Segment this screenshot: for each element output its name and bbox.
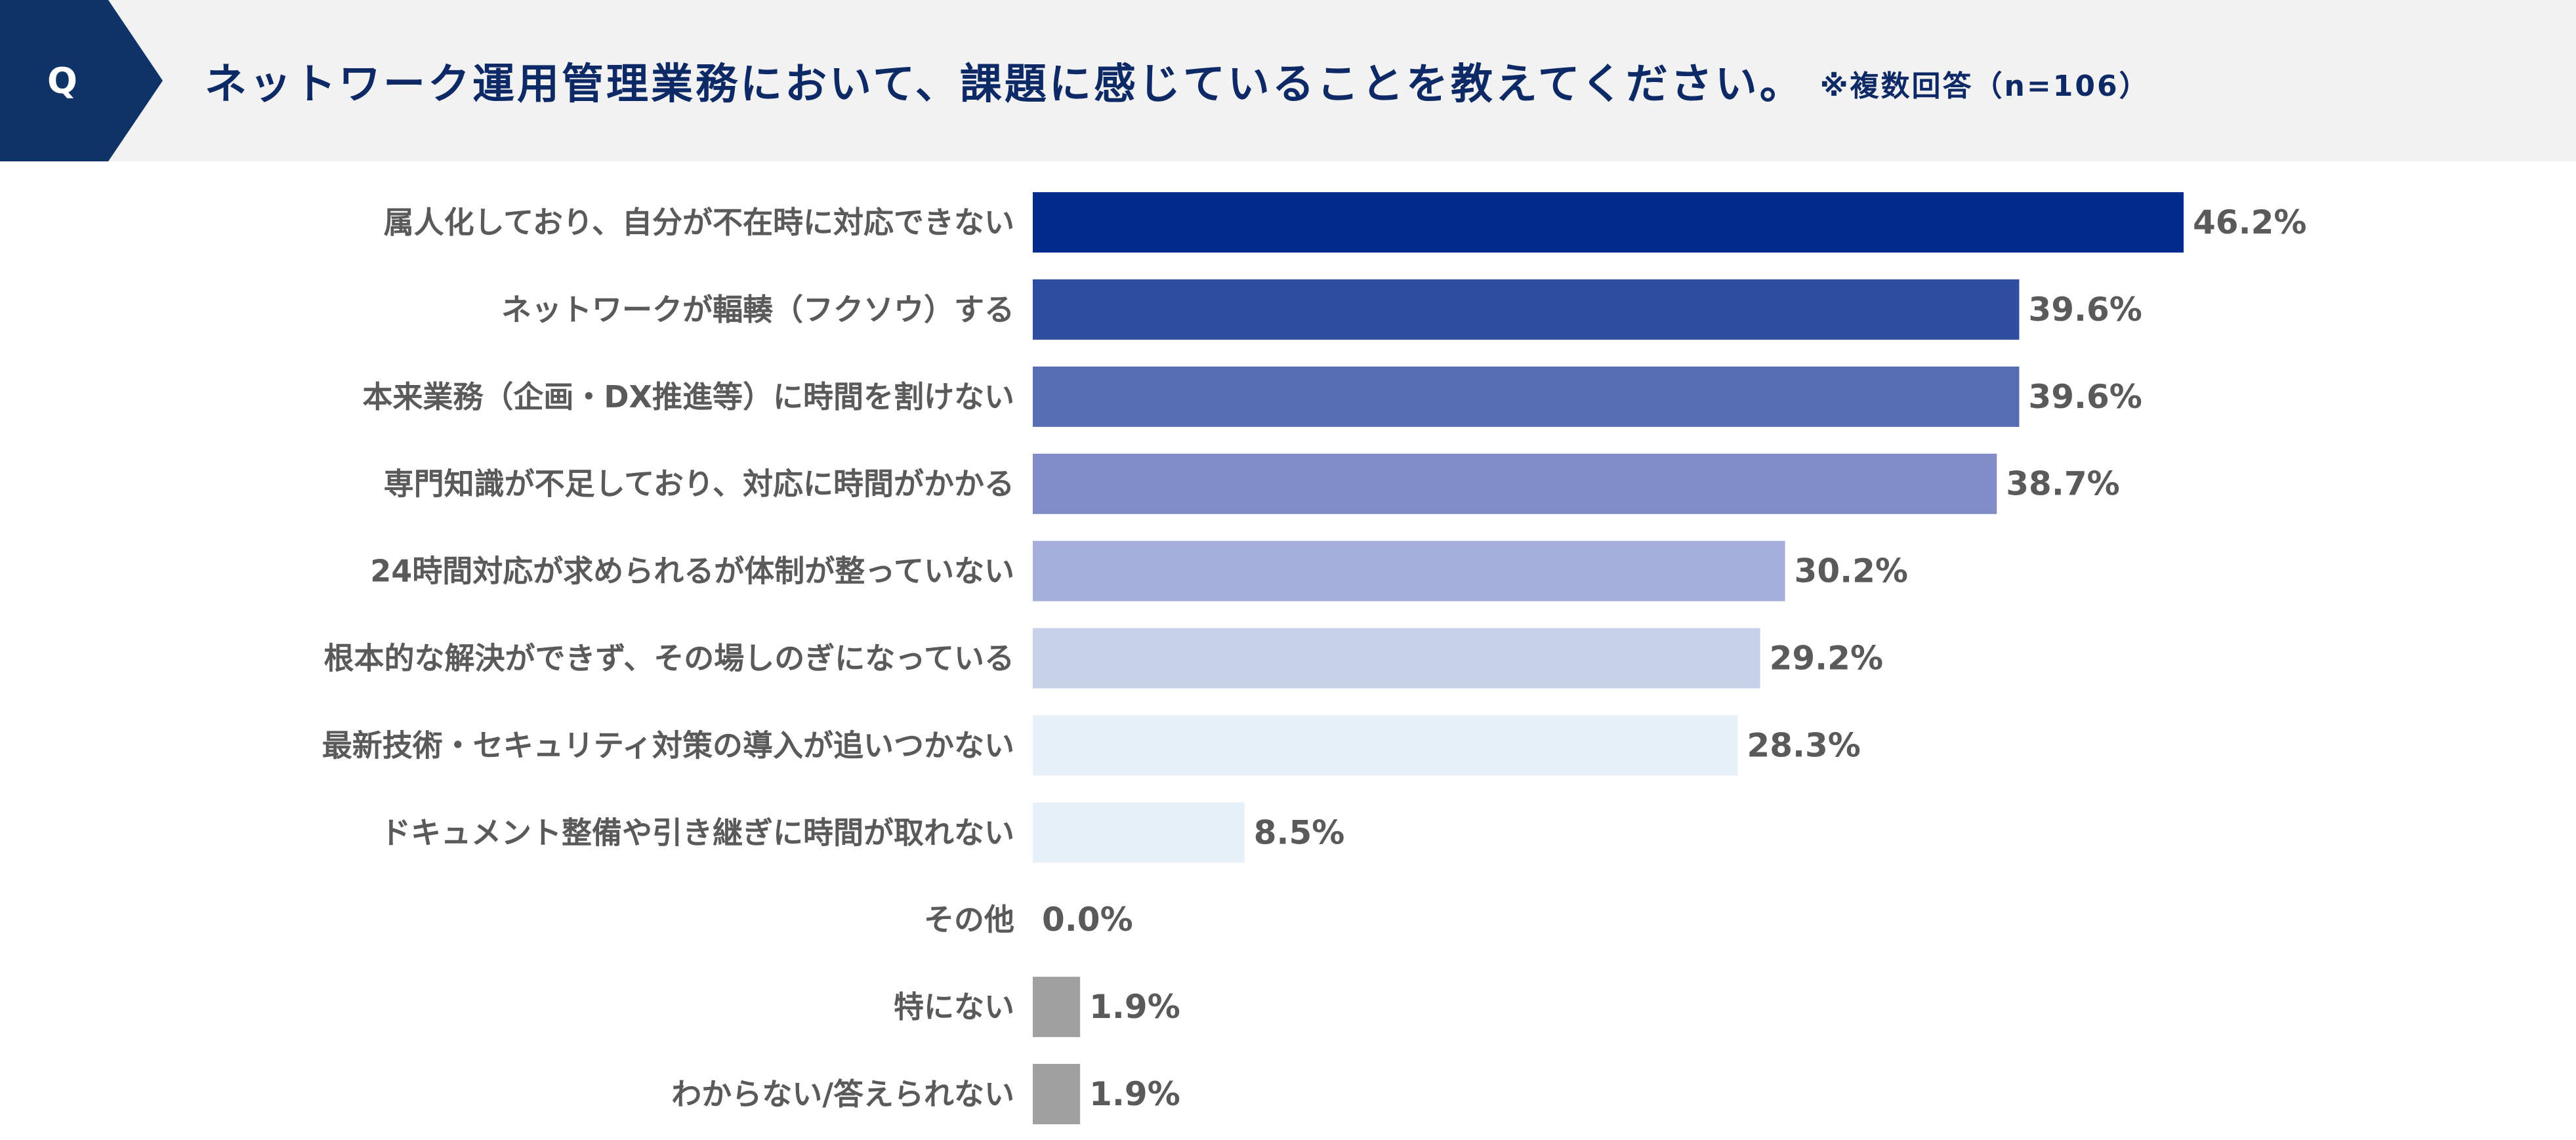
- value-label: 30.2%: [1795, 552, 1908, 590]
- value-label: 29.2%: [1770, 640, 1883, 678]
- category-label: 最新技術・セキュリティ対策の導入が追いつかない: [322, 727, 1014, 763]
- question-note: ※複数回答（n=106）: [1819, 70, 2150, 103]
- question-header: Q ネットワーク運用管理業務において、課題に感じていることを教えてください。 ※…: [0, 0, 2576, 161]
- category-label: ネットワークが輻輳（フクソウ）する: [501, 292, 1014, 327]
- bar: [1033, 366, 2020, 427]
- bar: [1033, 977, 1081, 1038]
- category-label: ドキュメント整備や引き継ぎに時間が取れない: [381, 815, 1014, 850]
- value-label: 8.5%: [1254, 813, 1345, 851]
- value-label: 39.6%: [2028, 378, 2142, 416]
- bar-chart: 属人化しており、自分が不在時に対応できない 46.2% ネットワークが輻輳（フクソウ…: [322, 192, 2306, 1124]
- badge-arrow-shape: [0, 0, 163, 161]
- category-label: 特にない: [894, 989, 1014, 1025]
- question-text: ネットワーク運用管理業務において、課題に感じていることを教えてください。 ※複数…: [205, 0, 2150, 161]
- category-label: 根本的な解決ができず、その場しのぎになっている: [324, 641, 1014, 676]
- value-label: 1.9%: [1089, 988, 1180, 1026]
- value-label: 0.0%: [1042, 901, 1133, 939]
- category-label: わからない/答えられない: [671, 1076, 1014, 1112]
- bar: [1033, 628, 1760, 689]
- value-label: 28.3%: [1747, 726, 1860, 764]
- bar: [1033, 279, 2020, 340]
- bar: [1033, 192, 2184, 253]
- category-label: 本来業務（企画・DX推進等）に時間を割けない: [362, 379, 1014, 415]
- value-label: 46.2%: [2193, 203, 2306, 241]
- bar: [1033, 802, 1245, 863]
- q-letter: Q: [47, 60, 77, 102]
- category-label: 属人化しており、自分が不在時に対応できない: [384, 205, 1014, 240]
- category-label: 24時間対応が求められるが体制が整っていない: [370, 554, 1014, 589]
- category-label: その他: [924, 902, 1014, 937]
- value-label: 1.9%: [1089, 1075, 1180, 1113]
- question-badge: Q: [0, 0, 164, 161]
- value-label: 39.6%: [2028, 291, 2142, 329]
- bar: [1033, 540, 1785, 601]
- bar: [1033, 453, 1997, 514]
- category-label: 専門知識が不足しており、対応に時間がかかる: [384, 466, 1014, 502]
- bar: [1033, 1064, 1081, 1124]
- question-title: ネットワーク運用管理業務において、課題に感じていることを教えてください。: [205, 60, 1804, 109]
- bar: [1033, 715, 1738, 776]
- value-label: 38.7%: [2006, 465, 2119, 503]
